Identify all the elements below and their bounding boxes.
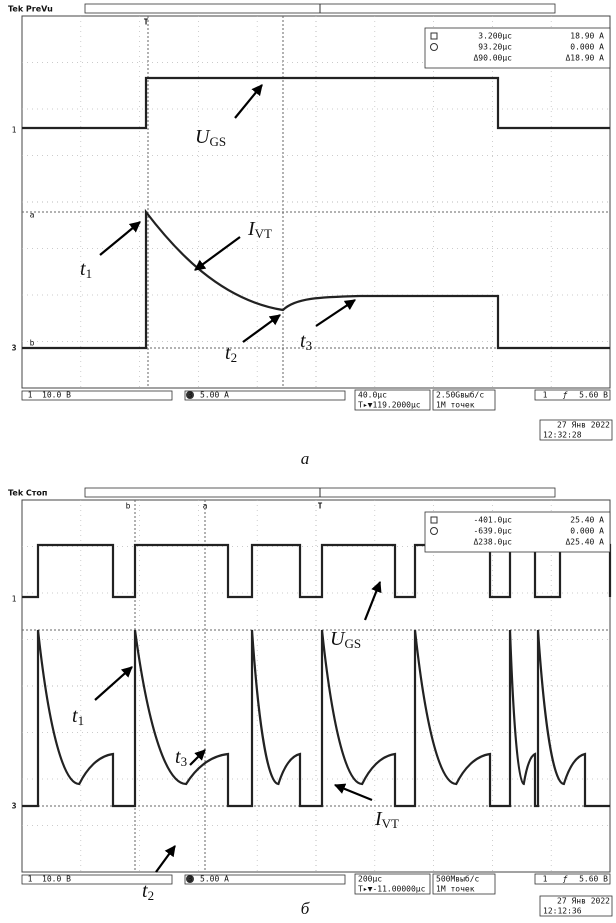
annotation-sub: 2 <box>148 888 155 903</box>
label: 2.50Gвыб/с <box>436 390 484 400</box>
label: 1 <box>12 126 17 135</box>
label: 0.000 A <box>570 43 604 52</box>
label: T <box>318 502 323 511</box>
label: 5.60 B <box>579 875 608 884</box>
label: -639.0µc <box>473 527 512 536</box>
annotation-sub: 1 <box>86 266 93 281</box>
label: 3 <box>188 875 193 884</box>
label: 12:32:28 <box>543 431 582 440</box>
label: 5.00 A <box>200 875 229 884</box>
label: 10.0 B <box>42 875 71 884</box>
label: Tek PreVu <box>8 5 53 14</box>
label: 18.90 A <box>570 32 604 41</box>
annotation-sub: GS <box>209 134 226 149</box>
label: 500Mвыб/с <box>436 874 480 884</box>
label: T▸▼119.2000µc <box>358 401 421 410</box>
annotation-sub: GS <box>344 636 361 651</box>
label: 3 <box>12 802 17 811</box>
label: 200µc <box>358 875 382 884</box>
label: Δ238.0µc <box>473 538 512 547</box>
label: T▸▼-11.00000µc <box>358 885 426 894</box>
label: 1 <box>543 875 548 884</box>
label: 1 <box>28 391 33 400</box>
label: 12:12:36 <box>543 907 582 916</box>
label: 1 <box>12 595 17 604</box>
label: 1M точек <box>436 885 475 894</box>
annotation-sub: 1 <box>78 713 85 728</box>
label: 1 <box>543 391 548 400</box>
label: 5.00 A <box>200 391 229 400</box>
label: 5.60 B <box>579 391 608 400</box>
annotation-sub: 3 <box>181 754 188 769</box>
label: a <box>30 211 35 220</box>
label: 40.0µc <box>358 391 387 400</box>
label: 1 <box>28 875 33 884</box>
figure: Tek PreVu T 1 3 a b 3.200µc 18.90 A 93.20µc 0.000… <box>0 0 616 923</box>
label: Δ18.90 A <box>565 54 604 63</box>
label: Δ90.00µc <box>473 54 512 63</box>
label: ƒ <box>563 391 568 400</box>
annotation-sub: VT <box>255 226 272 241</box>
label: 93.20µc <box>478 43 512 52</box>
annotation-sub: 2 <box>231 350 238 365</box>
label: b <box>30 339 35 348</box>
label: 10.0 B <box>42 391 71 400</box>
label: a <box>203 502 208 511</box>
label: Tek Стоп <box>8 489 47 498</box>
label: Δ25.40 A <box>565 538 604 547</box>
label: ƒ <box>563 875 568 884</box>
label: 3.200µc <box>478 32 512 41</box>
caption: б <box>301 899 310 918</box>
label: 25.40 A <box>570 516 604 525</box>
label: -401.0µc <box>473 516 512 525</box>
label: T <box>144 18 149 27</box>
label: b <box>126 502 131 511</box>
label: 1M точек <box>436 401 475 410</box>
label: 0.000 A <box>570 527 604 536</box>
annotation-sub: VT <box>382 816 399 831</box>
annotation-sub: 3 <box>306 338 313 353</box>
label: 3 <box>188 391 193 400</box>
label: 3 <box>12 344 17 353</box>
label: 27 Янв 2022 <box>557 897 610 906</box>
caption: а <box>301 449 310 468</box>
label: 27 Янв 2022 <box>557 421 610 430</box>
